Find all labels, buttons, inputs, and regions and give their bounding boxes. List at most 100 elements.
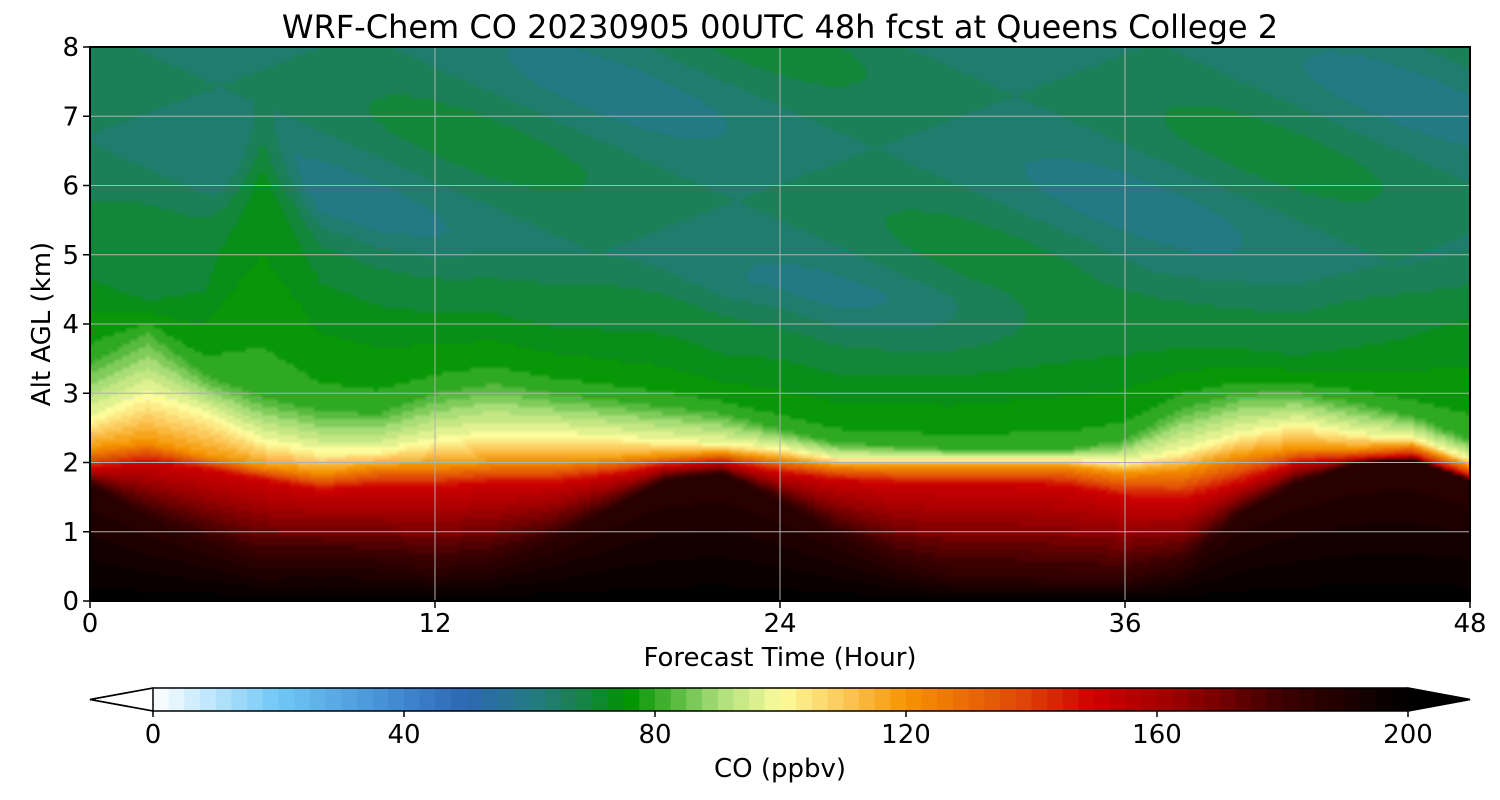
colorbar-segment	[1172, 688, 1189, 711]
colorbar-segment	[419, 688, 436, 711]
y-tick-label: 5	[62, 241, 79, 271]
colorbar-segment	[1204, 688, 1221, 711]
colorbar-segment	[356, 688, 374, 711]
colorbar-segment	[906, 688, 923, 711]
grid-lines	[90, 47, 1470, 601]
colorbar-segment	[1015, 688, 1033, 711]
colorbar-tick-label: 120	[881, 720, 931, 750]
colorbar: 0 40 80 120 160 200	[89, 687, 1471, 750]
x-tick-label: 36	[1108, 609, 1141, 639]
colorbar-segment	[1157, 688, 1174, 711]
colorbar-segment	[168, 688, 185, 711]
colorbar-segment	[1188, 688, 1205, 711]
colorbar-segment	[1266, 688, 1284, 711]
colorbar-segment	[780, 688, 797, 711]
colorbar-segment	[874, 688, 891, 711]
colorbar-segment	[341, 688, 358, 711]
y-tick-label: 4	[62, 310, 79, 340]
y-tick-label: 2	[62, 449, 79, 479]
colorbar-segment	[545, 688, 562, 711]
colorbar-segment	[513, 688, 531, 711]
colorbar-tick-label: 200	[1383, 720, 1433, 750]
colorbar-segment	[231, 688, 248, 711]
colorbar-segment	[215, 688, 233, 711]
colorbar-segment	[921, 688, 938, 711]
colorbar-segment	[968, 688, 986, 711]
y-tick-label: 7	[62, 102, 79, 132]
colorbar-segment	[1298, 688, 1315, 711]
colorbar-segment	[262, 688, 280, 711]
colorbar-segment	[372, 688, 389, 711]
x-tick-label: 0	[82, 609, 99, 639]
colorbar-segment	[404, 688, 421, 711]
x-tick-label: 24	[763, 609, 796, 639]
y-tick-label: 8	[62, 33, 79, 63]
colorbar-segment	[827, 688, 844, 711]
colorbar-segment	[764, 688, 782, 711]
x-axis: 0 12 24 36 48	[82, 601, 1487, 639]
colorbar-segment	[294, 688, 311, 711]
colorbar-segment	[1125, 688, 1142, 711]
colorbar-segment	[639, 688, 656, 711]
colorbar-segment	[1109, 688, 1127, 711]
colorbar-tick-label: 40	[387, 720, 420, 750]
colorbar-segment	[796, 688, 813, 711]
colorbar-segment	[953, 688, 970, 711]
chart-title: WRF-Chem CO 20230905 00UTC 48h fcst at Q…	[282, 8, 1278, 46]
colorbar-segment	[1376, 688, 1393, 711]
colorbar-over-arrow	[1407, 687, 1471, 712]
colorbar-segment	[1282, 688, 1299, 711]
colorbar-tick-label: 80	[638, 720, 671, 750]
colorbar-segment	[247, 688, 264, 711]
y-tick-label: 0	[62, 587, 79, 617]
colorbar-segment	[435, 688, 452, 711]
colorbar-segment	[1000, 688, 1017, 711]
colorbar-segment	[733, 688, 750, 711]
colorbar-segment	[153, 688, 170, 711]
y-axis-label: Alt AGL (km)	[27, 242, 57, 406]
y-tick-label: 1	[62, 518, 79, 548]
colorbar-segment	[466, 688, 484, 711]
colorbar-segment	[702, 688, 719, 711]
colorbar-segment	[937, 688, 954, 711]
colorbar-segment	[607, 688, 625, 711]
x-tick-label: 48	[1453, 609, 1486, 639]
colorbar-segment	[717, 688, 735, 711]
colorbar-segment	[1031, 688, 1048, 711]
colorbar-segment	[529, 688, 546, 711]
colorbar-segment	[1235, 688, 1252, 711]
colorbar-segment	[200, 688, 217, 711]
colorbar-label: CO (ppbv)	[714, 754, 846, 784]
colorbar-segment	[984, 688, 1001, 711]
colorbar-segment	[1078, 688, 1095, 711]
y-tick-label: 6	[62, 172, 79, 202]
y-axis: 0 1 2 3 4 5 6 7 8	[62, 33, 90, 617]
y-tick-label: 3	[62, 379, 79, 409]
colorbar-segment	[1094, 688, 1111, 711]
colorbar-tick-label: 160	[1132, 720, 1182, 750]
colorbar-segment	[1219, 688, 1237, 711]
colorbar-segment	[498, 688, 515, 711]
colorbar-segment	[560, 688, 578, 711]
colorbar-segment	[278, 688, 295, 711]
colorbar-segment	[482, 688, 499, 711]
colorbar-segment	[811, 688, 829, 711]
colorbar-segment	[858, 688, 876, 711]
colorbar-segment	[1329, 688, 1346, 711]
colorbar-segment	[1313, 688, 1331, 711]
colorbar-segment	[1047, 688, 1064, 711]
colorbar-segment	[749, 688, 766, 711]
colorbar-segment	[576, 688, 593, 711]
colorbar-segment	[184, 688, 201, 711]
x-tick-label: 12	[418, 609, 451, 639]
colorbar-segment	[592, 688, 609, 711]
colorbar-segment	[890, 688, 907, 711]
colorbar-segment	[451, 688, 468, 711]
colorbar-segment	[1360, 688, 1378, 711]
colorbar-segment	[325, 688, 342, 711]
colorbar-segment	[686, 688, 703, 711]
colorbar-segment	[1251, 688, 1268, 711]
colorbar-segment	[843, 688, 860, 711]
colorbar-segment	[1141, 688, 1158, 711]
